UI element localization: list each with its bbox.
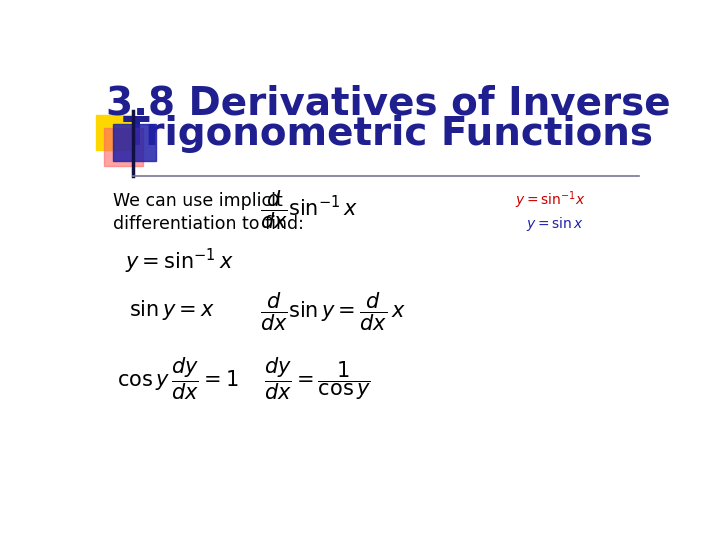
Bar <box>96 115 131 150</box>
Text: $\dfrac{d}{dx}\sin^{-1} x$: $\dfrac{d}{dx}\sin^{-1} x$ <box>261 188 359 231</box>
Text: $y = \sin x$: $y = \sin x$ <box>526 215 584 233</box>
Text: $\cos y\,\dfrac{dy}{dx} = 1$: $\cos y\,\dfrac{dy}{dx} = 1$ <box>117 355 238 402</box>
Text: $\sin y = x$: $\sin y = x$ <box>129 298 215 322</box>
Bar <box>104 128 143 166</box>
Text: $y = \sin^{-1}\! x$: $y = \sin^{-1}\! x$ <box>515 190 585 211</box>
Text: We can use implicit
differentiation to find:: We can use implicit differentiation to f… <box>113 192 304 233</box>
Text: $\dfrac{dy}{dx} = \dfrac{1}{\cos y}$: $\dfrac{dy}{dx} = \dfrac{1}{\cos y}$ <box>264 355 372 402</box>
Text: 3.8 Derivatives of Inverse: 3.8 Derivatives of Inverse <box>106 84 671 122</box>
Text: Trigonometric Functions: Trigonometric Functions <box>123 115 653 153</box>
Bar <box>113 124 156 161</box>
Text: $y = \sin^{-1} x$: $y = \sin^{-1} x$ <box>125 247 233 276</box>
Text: $\dfrac{d}{dx}\sin y = \dfrac{d}{dx}\, x$: $\dfrac{d}{dx}\sin y = \dfrac{d}{dx}\, x… <box>261 291 406 333</box>
